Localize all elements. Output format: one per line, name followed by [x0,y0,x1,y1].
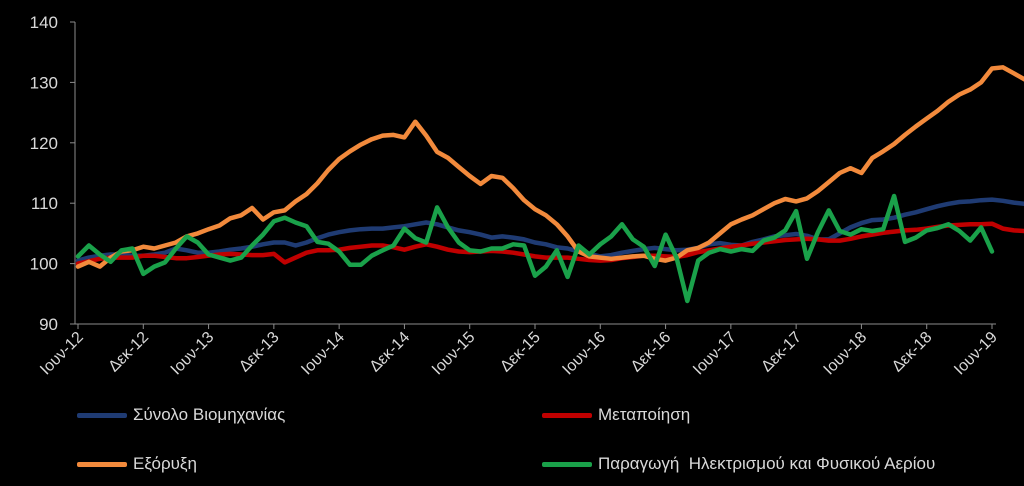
x-tick-label: Ιουν-17 [690,329,740,379]
legend-label-mining: Εξόρυξη [133,454,197,473]
line-chart: 90 100 110 120 130 140 Ιουν-12 Δεκ-12 Ιουν-13 Δε… [30,13,1024,378]
x-axis-ticks: Ιουν-12 Δεκ-12 Ιουν-13 Δεκ-13 Ιουν-14 Δεκ-14 Ι… [37,324,1001,378]
legend-swatch-electricity-gas [542,461,592,467]
x-tick-label: Δεκ-13 [236,329,283,376]
y-tick-label: 120 [30,134,58,153]
x-tick-label: Δεκ-14 [367,329,414,376]
legend-swatch-mining [77,461,127,467]
legend-swatch-manufacturing [542,412,592,418]
y-tick-label: 100 [30,255,58,274]
legend-item-total-industry: Σύνολο Βιομηχανίας [77,405,285,425]
y-tick-label: 110 [31,194,58,213]
x-tick-label: Δεκ-17 [758,329,805,376]
legend-label-manufacturing: Μεταποίηση [598,405,691,424]
y-tick-label: 90 [39,315,58,334]
legend-label-electricity-gas: Παραγωγή Ηλεκτρισμού και Φυσικού Αερίου [598,454,936,473]
legend-item-electricity-gas: Παραγωγή Ηλεκτρισμού και Φυσικού Αερίου [542,454,935,474]
x-tick-label: Ιουν-14 [298,329,348,379]
x-tick-label: Ιουν-15 [429,329,479,379]
legend-swatch-total-industry [77,412,127,418]
y-tick-label: 130 [30,73,58,92]
x-tick-label: Ιουν-12 [37,329,87,379]
x-tick-label: Δεκ-16 [628,329,675,376]
x-tick-label: Ιουν-13 [168,329,218,379]
x-tick-label: Δεκ-15 [497,329,544,376]
series-electricity-gas [75,193,995,304]
x-tick-label: Ιουν-18 [821,329,871,379]
x-tick-label: Ιουν-16 [559,329,609,379]
x-tick-label: Ιουν-19 [951,329,1001,379]
series-lines [75,65,1024,304]
legend-item-mining: Εξόρυξη [77,454,197,474]
legend-item-manufacturing: Μεταποίηση [542,405,690,425]
x-tick-label: Δεκ-12 [105,329,152,376]
y-tick-label: 140 [30,13,58,32]
x-tick-label: Δεκ-18 [889,329,936,376]
legend-label-total-industry: Σύνολο Βιομηχανίας [133,405,286,424]
y-axis-ticks: 90 100 110 120 130 140 [30,13,75,334]
